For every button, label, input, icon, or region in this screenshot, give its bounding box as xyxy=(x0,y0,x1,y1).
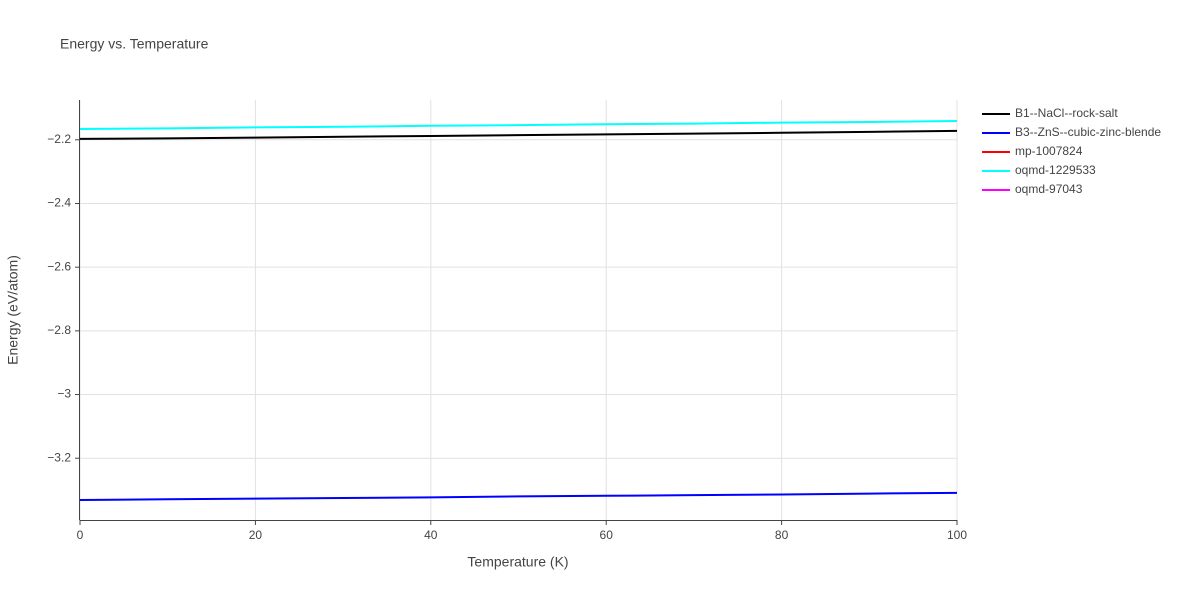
x-tick-label: 20 xyxy=(249,528,263,542)
y-tick-label: −2.6 xyxy=(47,259,71,273)
legend-label: B3--ZnS--cubic-zinc-blende xyxy=(1015,125,1161,139)
x-tick-label: 0 xyxy=(77,528,84,542)
series-line xyxy=(79,491,958,501)
series-line xyxy=(79,120,958,130)
legend-label: oqmd-1229533 xyxy=(1015,163,1096,177)
y-tick-label: −2.8 xyxy=(47,323,71,337)
x-tick-label: 60 xyxy=(600,528,614,542)
legend-label: mp-1007824 xyxy=(1015,144,1083,158)
y-tick-label: −2.4 xyxy=(47,196,71,210)
x-tick-label: 100 xyxy=(947,528,967,542)
y-axis-title: Energy (eV/atom) xyxy=(5,255,21,365)
x-tick-label: 80 xyxy=(775,528,789,542)
series-line xyxy=(79,129,958,140)
legend-label: oqmd-97043 xyxy=(1015,182,1083,196)
y-tick-label: −3 xyxy=(57,387,71,401)
y-tick-label: −3.2 xyxy=(47,450,71,464)
chart-title: Energy vs. Temperature xyxy=(60,36,209,52)
legend-label: B1--NaCl--rock-salt xyxy=(1015,106,1118,120)
y-tick-label: −2.2 xyxy=(47,132,71,146)
x-tick-label: 40 xyxy=(424,528,438,542)
x-axis-title: Temperature (K) xyxy=(467,554,568,570)
